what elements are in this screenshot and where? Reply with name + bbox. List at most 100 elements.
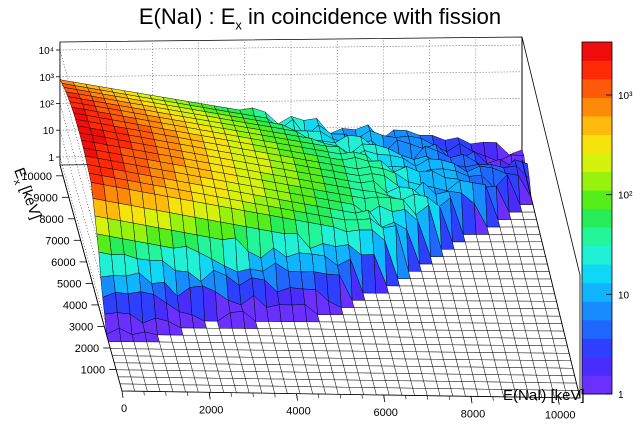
surface-cell [94,215,110,237]
z-tick-label: 10³ [40,73,55,84]
surface-cell [148,348,164,357]
surface-cell [495,263,512,272]
surface-cell [457,366,473,375]
surface-cell [228,363,244,372]
surface-cell [96,233,112,255]
palette-swatch [582,245,612,265]
surface-cell [270,328,286,337]
surface-cell [140,291,156,324]
surface-cell [334,379,350,388]
surface-cell [137,355,153,364]
x-minor-tick [536,397,538,402]
surface-cell [425,388,441,397]
surface-cell [263,349,279,358]
surface-cell [543,352,559,361]
surface-cell [394,365,410,374]
x-minor-tick [361,394,363,399]
surface-cell [344,321,360,330]
surface-cell [379,358,395,367]
surface-cell [463,337,479,346]
surface-cell [192,201,209,220]
surface-cell [488,337,504,346]
surface-cell [279,364,295,373]
surface-cell [466,249,482,257]
surface-cell [279,304,295,322]
surface-cell [108,341,124,350]
surface-cell [506,359,523,368]
surface-cell [432,263,448,272]
surface-cell [131,205,147,226]
surface-cell [487,381,503,390]
surface-cell [116,186,132,206]
surface-cell [415,351,432,360]
surface-cell [459,271,475,280]
x-minor-tick [514,396,516,402]
surface-cell [517,300,533,309]
surface-cell [510,219,526,228]
surface-cell [521,367,537,376]
surface-cell [119,383,135,392]
surface-cell [357,372,373,381]
surface-cell [530,352,546,361]
surface-cell [397,329,413,338]
x-minor-tick [296,393,298,398]
surface-cell [250,349,266,358]
surface-cell [370,372,386,381]
surface-cell [280,321,297,330]
surface-cell [173,246,189,273]
surface-cell [528,293,544,302]
surface-cell [523,323,539,332]
surface-cell [239,356,255,365]
surface-cell [512,226,528,235]
surface-cell [492,249,508,257]
surface-cell [441,249,457,257]
y-tick-label: 8000 [39,214,63,226]
surface-cell [244,328,260,337]
surface-cell [347,379,363,388]
surface-cell [366,358,382,367]
surface-cell [132,222,149,244]
surface-cell [548,323,564,332]
y-tick-label: 2000 [75,343,99,355]
surface-cell [168,377,184,386]
surface-cell [506,256,523,265]
surface-cell [112,355,128,364]
surface-cell [268,371,284,380]
surface-cell [205,370,221,379]
surface-cell [490,344,506,353]
surface-cell [477,293,493,302]
surface-cell [499,330,515,339]
palette-tick-label: 1 [618,390,624,401]
surface-cell [152,362,168,371]
surface-cell [390,300,406,309]
surface-cell [519,204,535,213]
surface-cell [305,364,321,373]
surface-cell [231,328,248,336]
surface-cell [397,278,413,287]
surface-cell [381,365,397,374]
surface-cell [552,338,568,347]
surface-cell [296,379,312,387]
surface-cell [183,384,199,393]
surface-cell [147,243,163,262]
surface-cell [514,286,530,295]
surface-cell [428,351,444,360]
surface-cell [156,210,172,231]
surface-cell [353,307,369,316]
z-tick-label: 10 [43,126,55,137]
surface-cell [466,352,483,361]
surface-cell [336,386,352,395]
surface-cell [486,226,502,235]
x-minor-tick [252,392,254,398]
palette-tick-label: 10³ [618,91,633,102]
surface-cell [235,342,251,351]
surface-cell [422,278,439,287]
surface-cell [399,285,415,294]
surface-cell [547,367,563,376]
surface-cell [408,322,424,331]
surface-cell [399,387,415,396]
surface-cell [419,315,435,323]
y-tick-label: 5000 [57,278,81,290]
surface-cell [508,263,524,272]
surface-cell [297,386,314,395]
